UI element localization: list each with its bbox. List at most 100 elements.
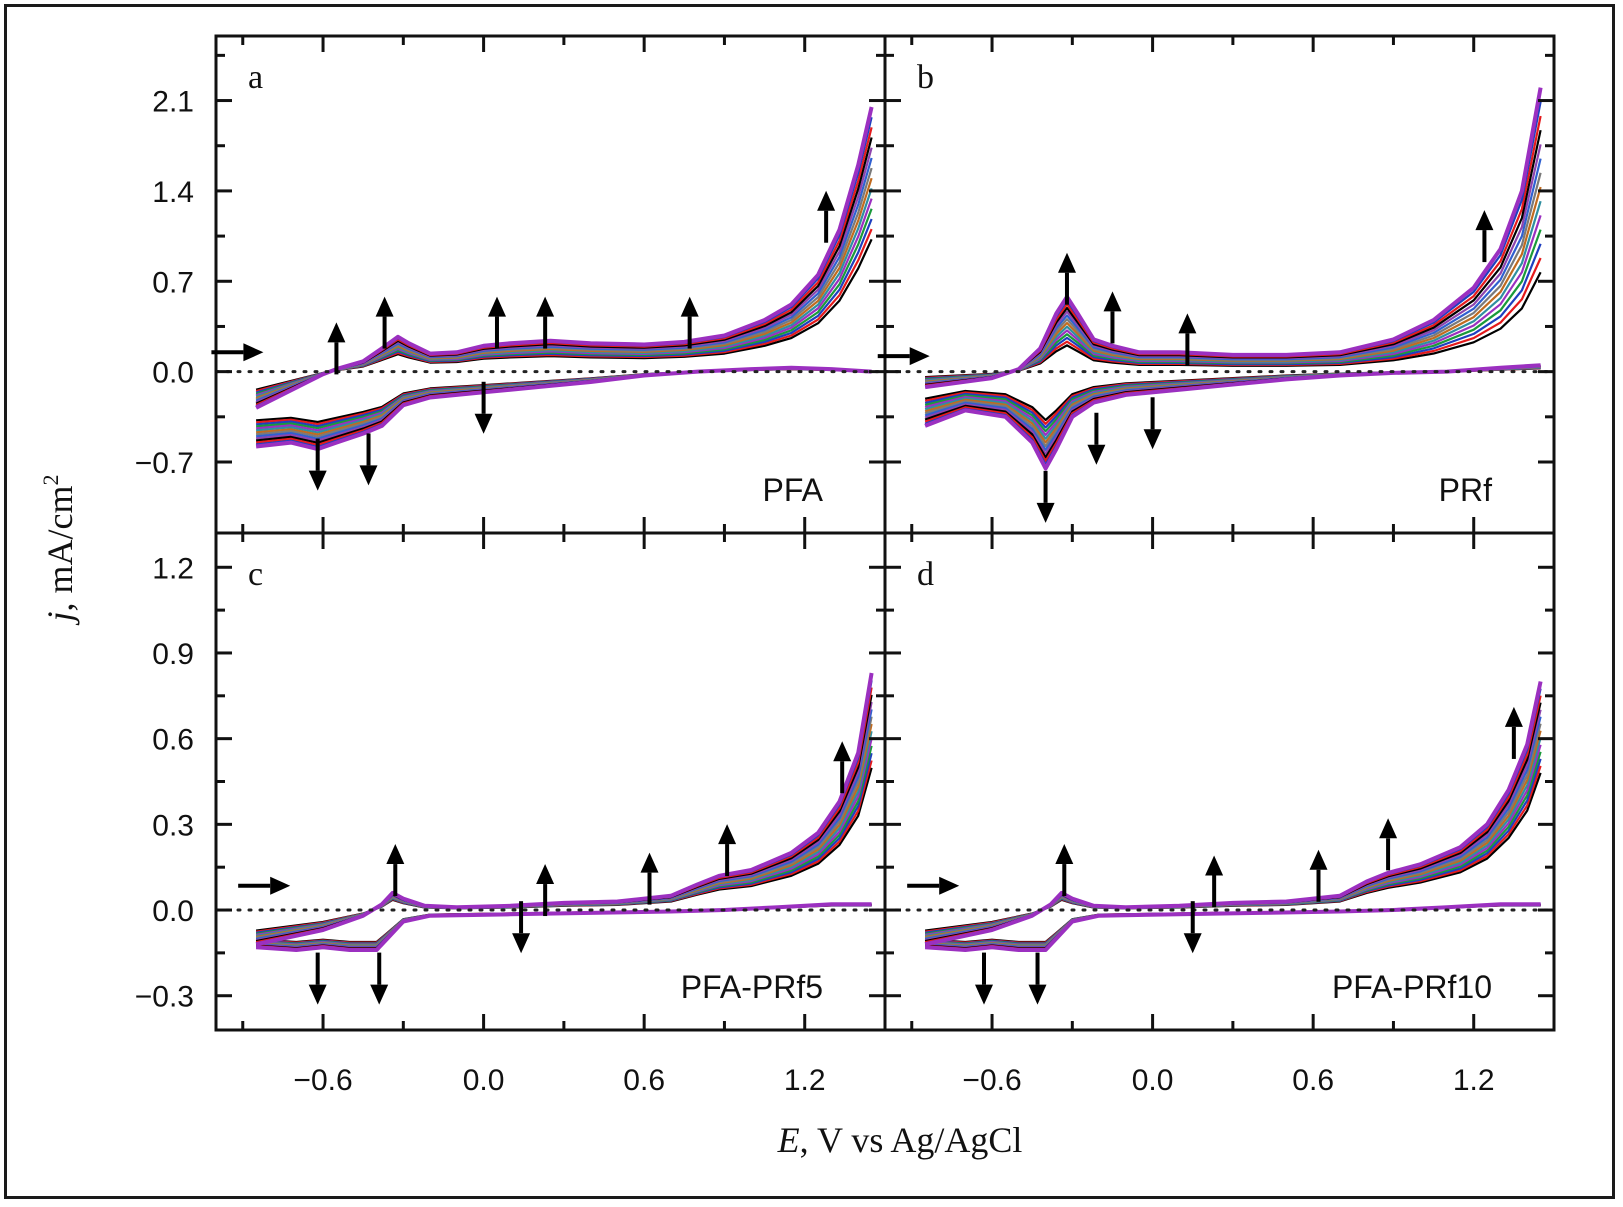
arrow-down xyxy=(1028,952,1047,1005)
panel-sample-name: PRf xyxy=(1439,472,1492,508)
panel-a: −0.7 0.0 0.7 1.4 2.1 a PFA xyxy=(135,34,887,535)
arrow-up xyxy=(375,296,394,349)
arrow-head xyxy=(375,296,394,317)
y-axis-unit: , mA/cm xyxy=(40,486,80,612)
arrow-up xyxy=(327,322,346,375)
arrow-down xyxy=(1087,412,1106,465)
cycle-14-anodic xyxy=(924,87,1543,390)
cycle-3-cathodic xyxy=(256,367,872,428)
arrow-up xyxy=(536,296,555,349)
arrow-up xyxy=(1055,844,1074,897)
panel-sample-name: PFA-PRf5 xyxy=(681,969,823,1005)
panel-b: b PRf xyxy=(877,34,1556,535)
x-tick-label: 0.6 xyxy=(623,1064,665,1097)
arrow-head xyxy=(1103,291,1122,312)
cycle-1-cathodic xyxy=(256,368,872,424)
arrow-up xyxy=(1058,252,1076,305)
arrow-head xyxy=(270,876,291,895)
x-tick-label: 1.2 xyxy=(1453,1064,1495,1097)
arrow-up xyxy=(718,824,737,877)
x-tick-label: −0.6 xyxy=(962,1064,1021,1097)
arrow-head xyxy=(1178,313,1197,334)
arrow-up xyxy=(1178,313,1197,366)
arrow-up xyxy=(640,852,659,905)
arrow-head xyxy=(1183,933,1202,954)
arrow-up xyxy=(488,296,506,349)
arrow-down xyxy=(512,901,531,954)
panel-c: −0.6 0.0 0.6 1.2 −0.3 0.0 0.3 0.6 0.9 1.2 c PFA-PRf… xyxy=(135,531,887,1097)
panel-letter: d xyxy=(917,556,934,593)
arrow-head xyxy=(386,844,405,864)
panel-sample-name: PFA-PRf10 xyxy=(1332,969,1492,1005)
arrow-head xyxy=(243,343,264,362)
arrow-up xyxy=(1205,855,1224,908)
arrow-down xyxy=(1183,901,1202,954)
cycle-14-cathodic xyxy=(255,902,872,952)
panel-letter: c xyxy=(248,556,263,593)
y-axis-symbol: j xyxy=(40,611,80,625)
arrow-head xyxy=(909,347,930,366)
arrow-up xyxy=(386,844,405,897)
arrow-head xyxy=(1028,984,1047,1005)
y-tick-label: 1.4 xyxy=(152,176,194,209)
arrow-up xyxy=(1379,818,1398,871)
x-tick-label: 0.0 xyxy=(463,1064,505,1097)
figure-frame xyxy=(4,4,1615,1199)
arrow-up xyxy=(1475,210,1494,263)
plot-border xyxy=(883,34,1556,535)
panel-d: −0.6 0.0 0.6 1.2 d PFA-PRf10 xyxy=(883,531,1556,1097)
arrow-up xyxy=(536,864,555,917)
arrow-down xyxy=(308,952,327,1005)
arrow-head xyxy=(1475,210,1494,231)
arrow-head xyxy=(1143,429,1162,450)
arrow-head xyxy=(640,852,659,873)
cycle-10-anodic xyxy=(924,144,1542,386)
cycle-14-cathodic xyxy=(924,363,1541,471)
y-tick-label: 0.0 xyxy=(152,895,194,928)
cycle-8-anodic xyxy=(924,172,1542,384)
arrow-head xyxy=(327,322,346,343)
arrow-head xyxy=(975,984,993,1005)
arrow-head xyxy=(488,296,506,317)
arrow-head xyxy=(1504,706,1523,727)
arrow-right xyxy=(238,876,291,895)
panel-sample-name: PFA xyxy=(763,472,824,508)
panel-letter: b xyxy=(917,59,934,96)
cycle-13-anodic xyxy=(255,116,873,408)
cycle-14-anodic xyxy=(255,672,874,947)
arrow-head xyxy=(1087,444,1106,465)
cycle-2-cathodic xyxy=(256,367,872,426)
x-tick-label: 1.2 xyxy=(784,1064,826,1097)
arrow-right xyxy=(877,347,930,366)
arrow-up xyxy=(680,296,699,349)
arrow-down xyxy=(308,438,327,491)
arrow-down xyxy=(474,381,493,434)
y-tick-label: 0.7 xyxy=(152,266,194,299)
cycle-14-cathodic xyxy=(924,902,1541,952)
cycle-14-anodic xyxy=(255,106,874,410)
arrow-head xyxy=(1309,849,1328,870)
arrow-down xyxy=(359,433,378,486)
y-axis-unit-sup: 2 xyxy=(38,475,63,486)
cycles-group-b xyxy=(924,87,1543,471)
arrow-head xyxy=(536,864,555,884)
y-tick-label: 0.3 xyxy=(152,809,194,842)
arrow-head xyxy=(512,933,531,954)
y-tick-label: 0.0 xyxy=(152,357,194,390)
arrow-head xyxy=(718,824,737,845)
arrow-head xyxy=(817,190,836,211)
arrow-down xyxy=(1143,397,1162,450)
y-tick-label: 0.6 xyxy=(152,724,194,757)
arrow-head xyxy=(1036,502,1055,523)
x-tick-label: 0.6 xyxy=(1292,1064,1334,1097)
cycle-14-anodic xyxy=(924,681,1543,947)
arrow-down xyxy=(370,952,389,1005)
y-tick-label: 2.1 xyxy=(152,86,194,119)
y-tick-label: −0.3 xyxy=(135,981,194,1014)
cycles-group-a xyxy=(255,106,874,452)
arrow-head xyxy=(370,984,389,1005)
x-tick-label: 0.0 xyxy=(1132,1064,1174,1097)
y-tick-label: −0.7 xyxy=(135,447,194,480)
x-tick-label: −0.6 xyxy=(293,1064,352,1097)
